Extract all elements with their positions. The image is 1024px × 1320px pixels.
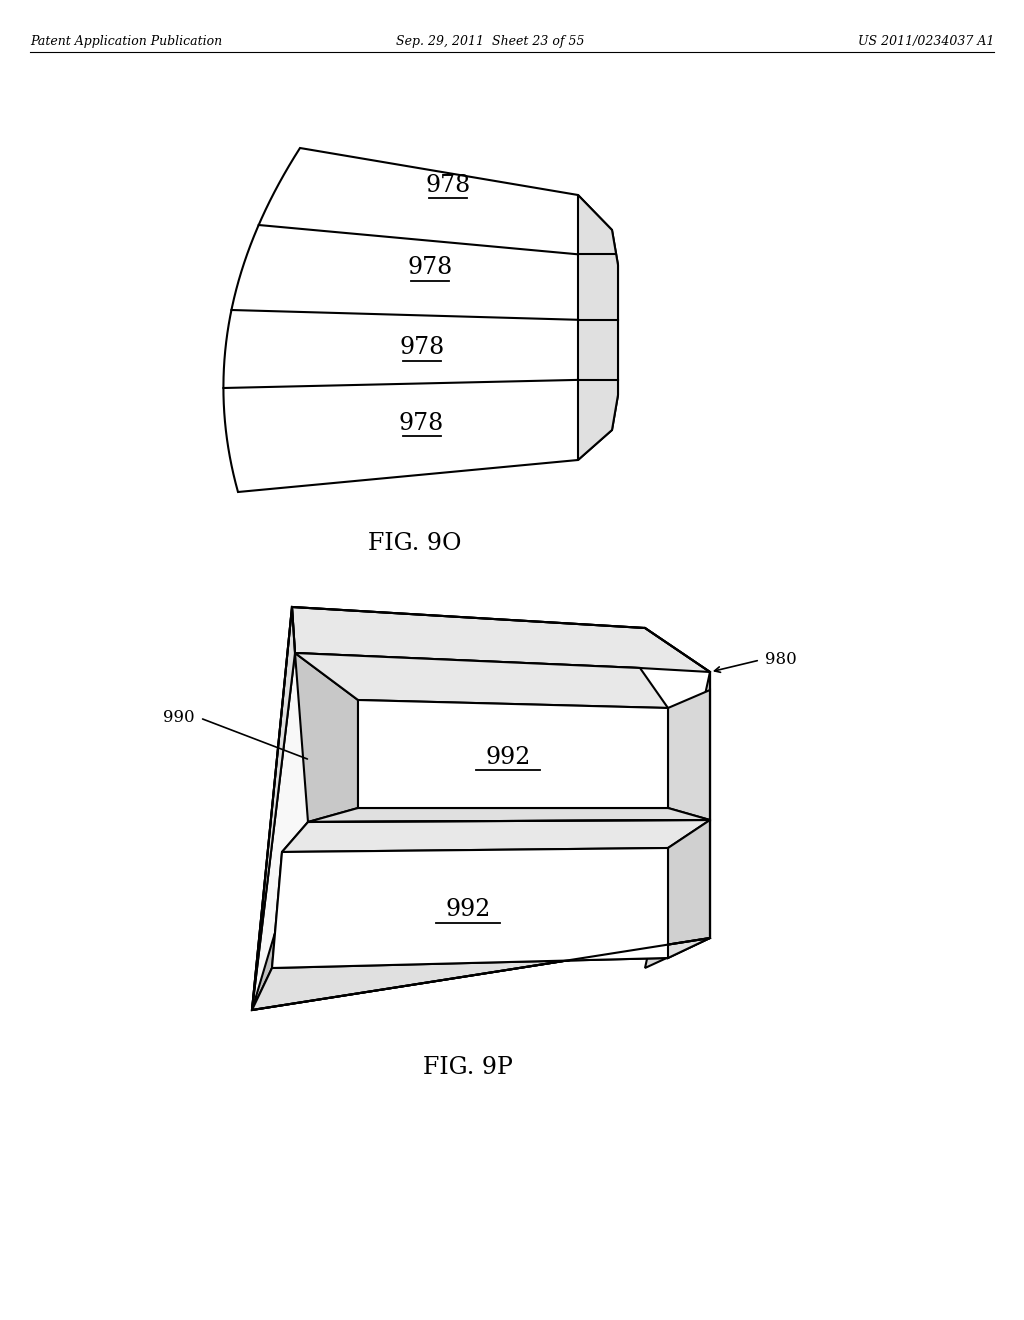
Text: 978: 978 (425, 173, 471, 197)
Text: US 2011/0234037 A1: US 2011/0234037 A1 (858, 36, 994, 48)
Text: Patent Application Publication: Patent Application Publication (30, 36, 222, 48)
Text: FIG. 9P: FIG. 9P (423, 1056, 513, 1080)
Text: 978: 978 (399, 412, 444, 434)
Text: 990: 990 (164, 710, 195, 726)
Polygon shape (295, 653, 668, 708)
Polygon shape (252, 939, 710, 1010)
Polygon shape (295, 653, 358, 822)
Polygon shape (668, 690, 710, 820)
Polygon shape (578, 195, 618, 459)
Polygon shape (272, 847, 668, 968)
Polygon shape (252, 653, 710, 1010)
Polygon shape (358, 700, 668, 808)
Polygon shape (668, 820, 710, 958)
Polygon shape (252, 822, 308, 1010)
Polygon shape (252, 607, 295, 1010)
Text: FIG. 9O: FIG. 9O (369, 532, 462, 554)
Polygon shape (223, 148, 618, 492)
Text: 978: 978 (399, 337, 444, 359)
Polygon shape (645, 672, 710, 968)
Text: Sep. 29, 2011  Sheet 23 of 55: Sep. 29, 2011 Sheet 23 of 55 (395, 36, 585, 48)
Polygon shape (292, 607, 710, 672)
Text: 978: 978 (408, 256, 453, 280)
Polygon shape (308, 808, 710, 822)
Text: 992: 992 (485, 746, 530, 768)
Text: 980: 980 (765, 652, 797, 668)
Text: 992: 992 (445, 899, 490, 921)
Polygon shape (282, 820, 710, 851)
